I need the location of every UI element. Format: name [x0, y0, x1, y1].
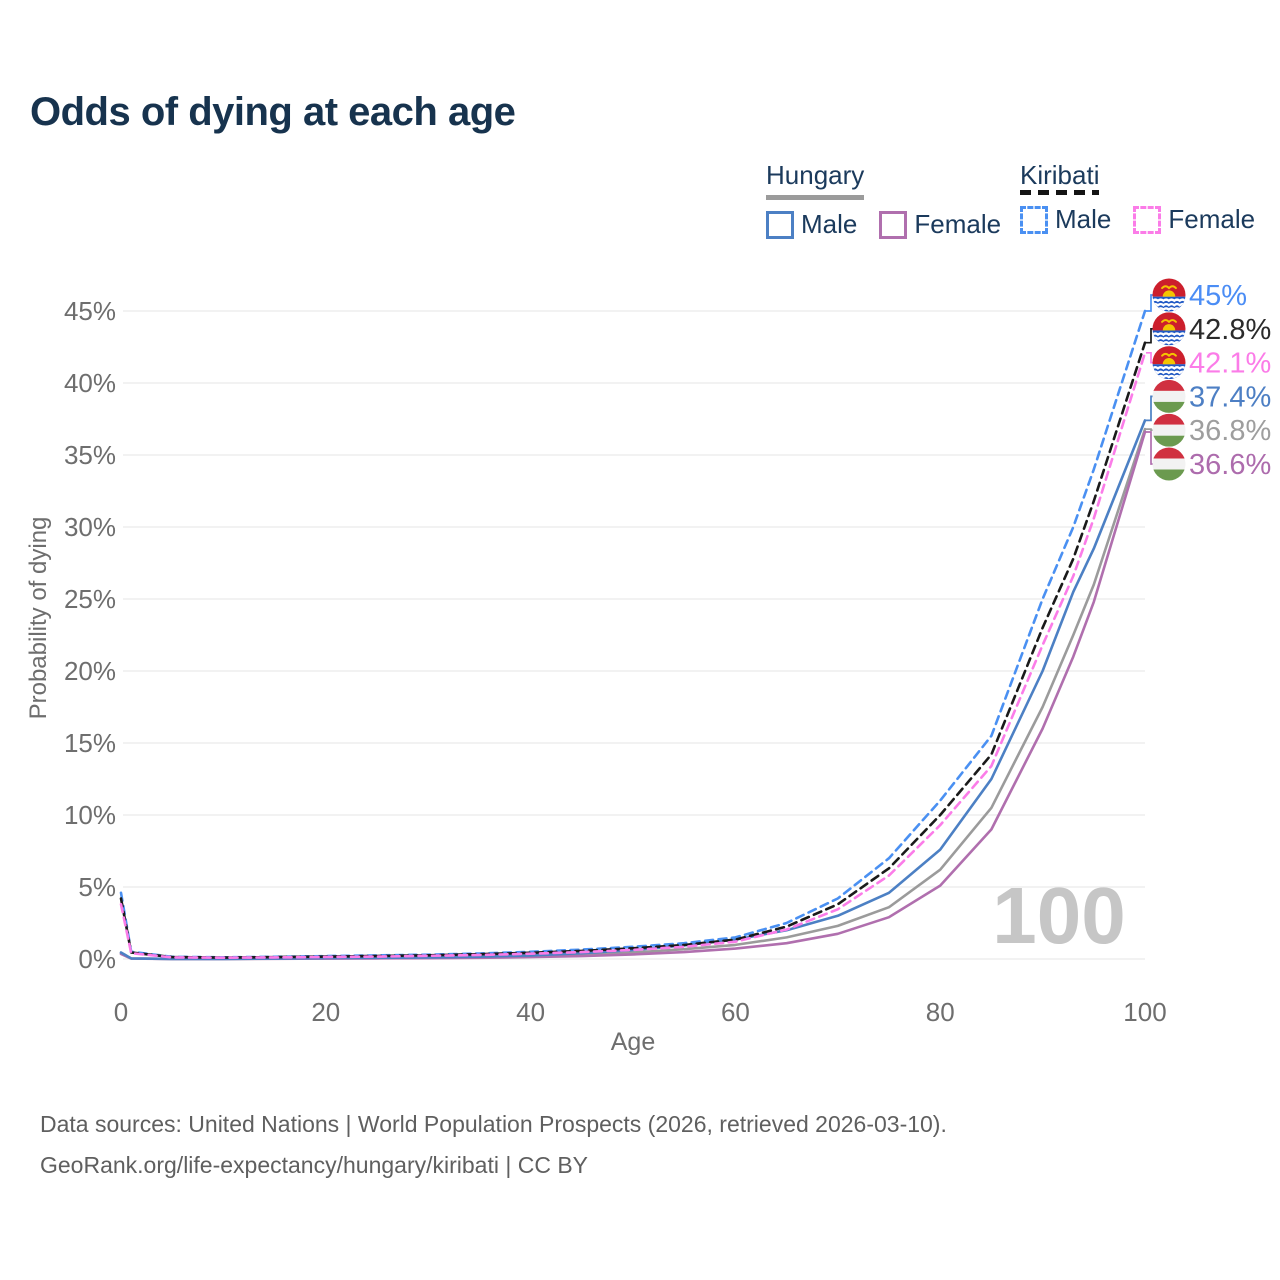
legend-item-kiribati-male[interactable]: Male — [1020, 204, 1111, 235]
line-kiribati-female[interactable] — [119, 351, 1147, 960]
legend-label-hungary-male: Male — [801, 209, 858, 239]
end-value-label-kiribati-female: 42.1% — [1189, 348, 1271, 380]
x-tick-label: 40 — [516, 997, 545, 1027]
legend-label-kiribati-male: Male — [1055, 204, 1112, 234]
legend-item-hungary-male[interactable]: Male — [766, 209, 857, 240]
end-value-label-kiribati-both-sexes: 42.8% — [1189, 314, 1271, 346]
x-tick-label: 100 — [1123, 997, 1166, 1027]
end-value-label-hungary-both-sexes: 36.8% — [1189, 415, 1271, 447]
y-tick-label: 10% — [64, 800, 116, 830]
x-tick-label: 80 — [926, 997, 955, 1027]
y-tick-label: 25% — [64, 584, 116, 614]
y-tick-label: 45% — [64, 296, 116, 326]
x-tick-label: 60 — [721, 997, 750, 1027]
flag-kiribati-icon — [1152, 312, 1186, 346]
x-tick-label: 0 — [114, 997, 128, 1027]
flag-kiribati-icon — [1152, 346, 1186, 380]
y-tick-label: 40% — [64, 368, 116, 398]
legend-country-hungary: Hungary — [766, 160, 865, 200]
x-axis: 0 20 40 60 80 100 Age — [114, 997, 1167, 1056]
flag-hungary-icon — [1152, 413, 1186, 447]
kiribati-female-swatch-icon — [1133, 205, 1162, 234]
legend-item-kiribati-female[interactable]: Female — [1133, 204, 1255, 235]
end-labels: 45%42.8%42.1%37.4%36.8%36.6% — [1146, 278, 1271, 481]
flag-kiribati-icon — [1152, 278, 1186, 312]
legend-label-hungary-female: Female — [914, 209, 1002, 239]
footer-attribution: GeoRank.org/life-expectancy/hungary/kiri… — [40, 1152, 589, 1178]
y-axis-title: Probability of dying — [25, 517, 52, 720]
y-tick-label: 0% — [78, 944, 116, 974]
end-value-label-hungary-female: 36.6% — [1189, 449, 1271, 481]
gridlines: 0% 5% 10% 15% 20% 25% 30% 35% 40% 45% — [64, 296, 1145, 974]
line-kiribati-male[interactable] — [119, 309, 1147, 959]
flag-hungary-icon — [1152, 447, 1186, 481]
line-kiribati-both-sexes[interactable] — [119, 341, 1147, 959]
legend-group-hungary: Hungary Male Female — [766, 160, 1001, 240]
hungary-male-swatch-icon — [766, 210, 794, 239]
y-tick-label: 15% — [64, 728, 116, 758]
x-tick-label: 20 — [311, 997, 340, 1027]
footer: Data sources: United Nations | World Pop… — [40, 1104, 947, 1186]
flag-hungary-icon — [1152, 379, 1186, 413]
y-tick-label: 35% — [64, 440, 116, 470]
end-value-label-kiribati-male: 45% — [1189, 280, 1247, 312]
y-tick-label: 20% — [64, 656, 116, 686]
x-axis-title: Age — [611, 1028, 655, 1056]
legend-item-hungary-female[interactable]: Female — [879, 209, 1001, 240]
end-value-label-hungary-male: 37.4% — [1189, 381, 1271, 413]
hungary-female-swatch-icon — [879, 210, 908, 239]
kiribati-male-swatch-icon — [1020, 205, 1048, 234]
page-title: Odds of dying at each age — [30, 90, 516, 134]
footer-data-sources: Data sources: United Nations | World Pop… — [40, 1111, 947, 1137]
legend-country-kiribati: Kiribati — [1020, 160, 1100, 195]
y-tick-label: 30% — [64, 512, 116, 542]
y-tick-label: 5% — [78, 872, 116, 902]
age-hover-watermark: 100 — [992, 871, 1125, 960]
legend-group-kiribati: Kiribati Male Female — [1020, 160, 1255, 235]
legend-label-kiribati-female: Female — [1168, 204, 1256, 234]
